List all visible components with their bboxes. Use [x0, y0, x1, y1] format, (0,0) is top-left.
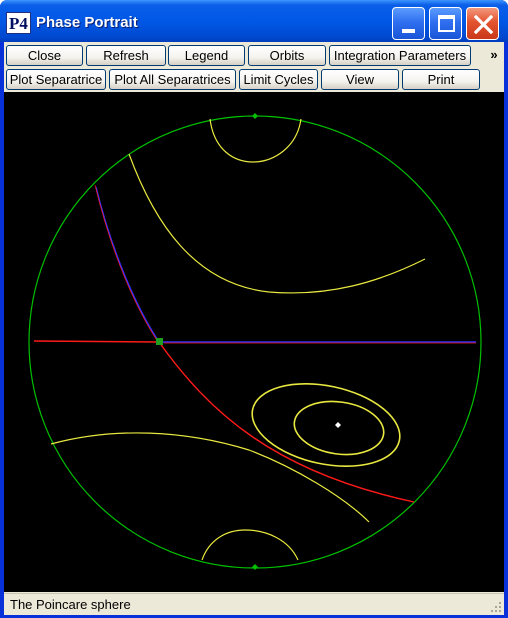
- center-point: [335, 422, 341, 428]
- orbit-bottom-arc: [201, 529, 299, 561]
- unstable-separatrix-lower: [158, 341, 415, 503]
- window-border-left: [0, 42, 4, 618]
- phase-portrait-plot: [28, 113, 482, 570]
- view-button[interactable]: View: [321, 69, 399, 90]
- orbit-lower-curve: [50, 432, 370, 523]
- refresh-button[interactable]: Refresh: [86, 45, 166, 66]
- window-border-right: [504, 42, 508, 618]
- stable-separatrix-upper: [95, 186, 160, 343]
- orbit-top-arc: [209, 118, 302, 163]
- close-button[interactable]: Close: [6, 45, 83, 66]
- status-bar: The Poincare sphere: [4, 593, 504, 615]
- minimize-button[interactable]: [392, 7, 425, 40]
- periodic-orbit-inner: [293, 400, 385, 456]
- resize-grip-icon[interactable]: [490, 601, 502, 613]
- phase-portrait-canvas[interactable]: [4, 92, 504, 592]
- maximize-button[interactable]: [429, 7, 462, 40]
- status-text: The Poincare sphere: [10, 597, 131, 612]
- maximize-icon: [438, 15, 455, 32]
- unstable-separatrix-left: [33, 340, 160, 343]
- limit-cycles-button[interactable]: Limit Cycles: [239, 69, 318, 90]
- saddle-point: [156, 338, 163, 345]
- title-bar[interactable]: P4 Phase Portrait: [0, 0, 508, 42]
- print-button[interactable]: Print: [402, 69, 480, 90]
- plot-all-separatrices-button[interactable]: Plot All Separatrices: [109, 69, 236, 90]
- window-title: Phase Portrait: [36, 14, 138, 31]
- plot-separatrice-button[interactable]: Plot Separatrice: [6, 69, 106, 90]
- periodic-orbit-middle: [251, 382, 401, 468]
- legend-button[interactable]: Legend: [168, 45, 245, 66]
- p4-app-icon: P4: [6, 12, 31, 34]
- node-at-infinity-bottom: [252, 564, 258, 570]
- toolbar-overflow-chevron-icon[interactable]: »: [490, 47, 498, 62]
- minimize-icon: [402, 29, 415, 33]
- window-close-button[interactable]: [466, 7, 499, 40]
- window-border-bottom: [0, 615, 508, 618]
- integration-parameters-button[interactable]: Integration Parameters: [329, 45, 471, 66]
- node-at-infinity-top: [252, 113, 258, 119]
- unstable-separatrix-upper-overlay: [94, 184, 159, 343]
- client-area: Close Refresh Legend Orbits Integration …: [4, 42, 504, 615]
- close-x-icon: [474, 15, 493, 34]
- orbits-button[interactable]: Orbits: [248, 45, 326, 66]
- orbit-upper-curve: [128, 153, 426, 294]
